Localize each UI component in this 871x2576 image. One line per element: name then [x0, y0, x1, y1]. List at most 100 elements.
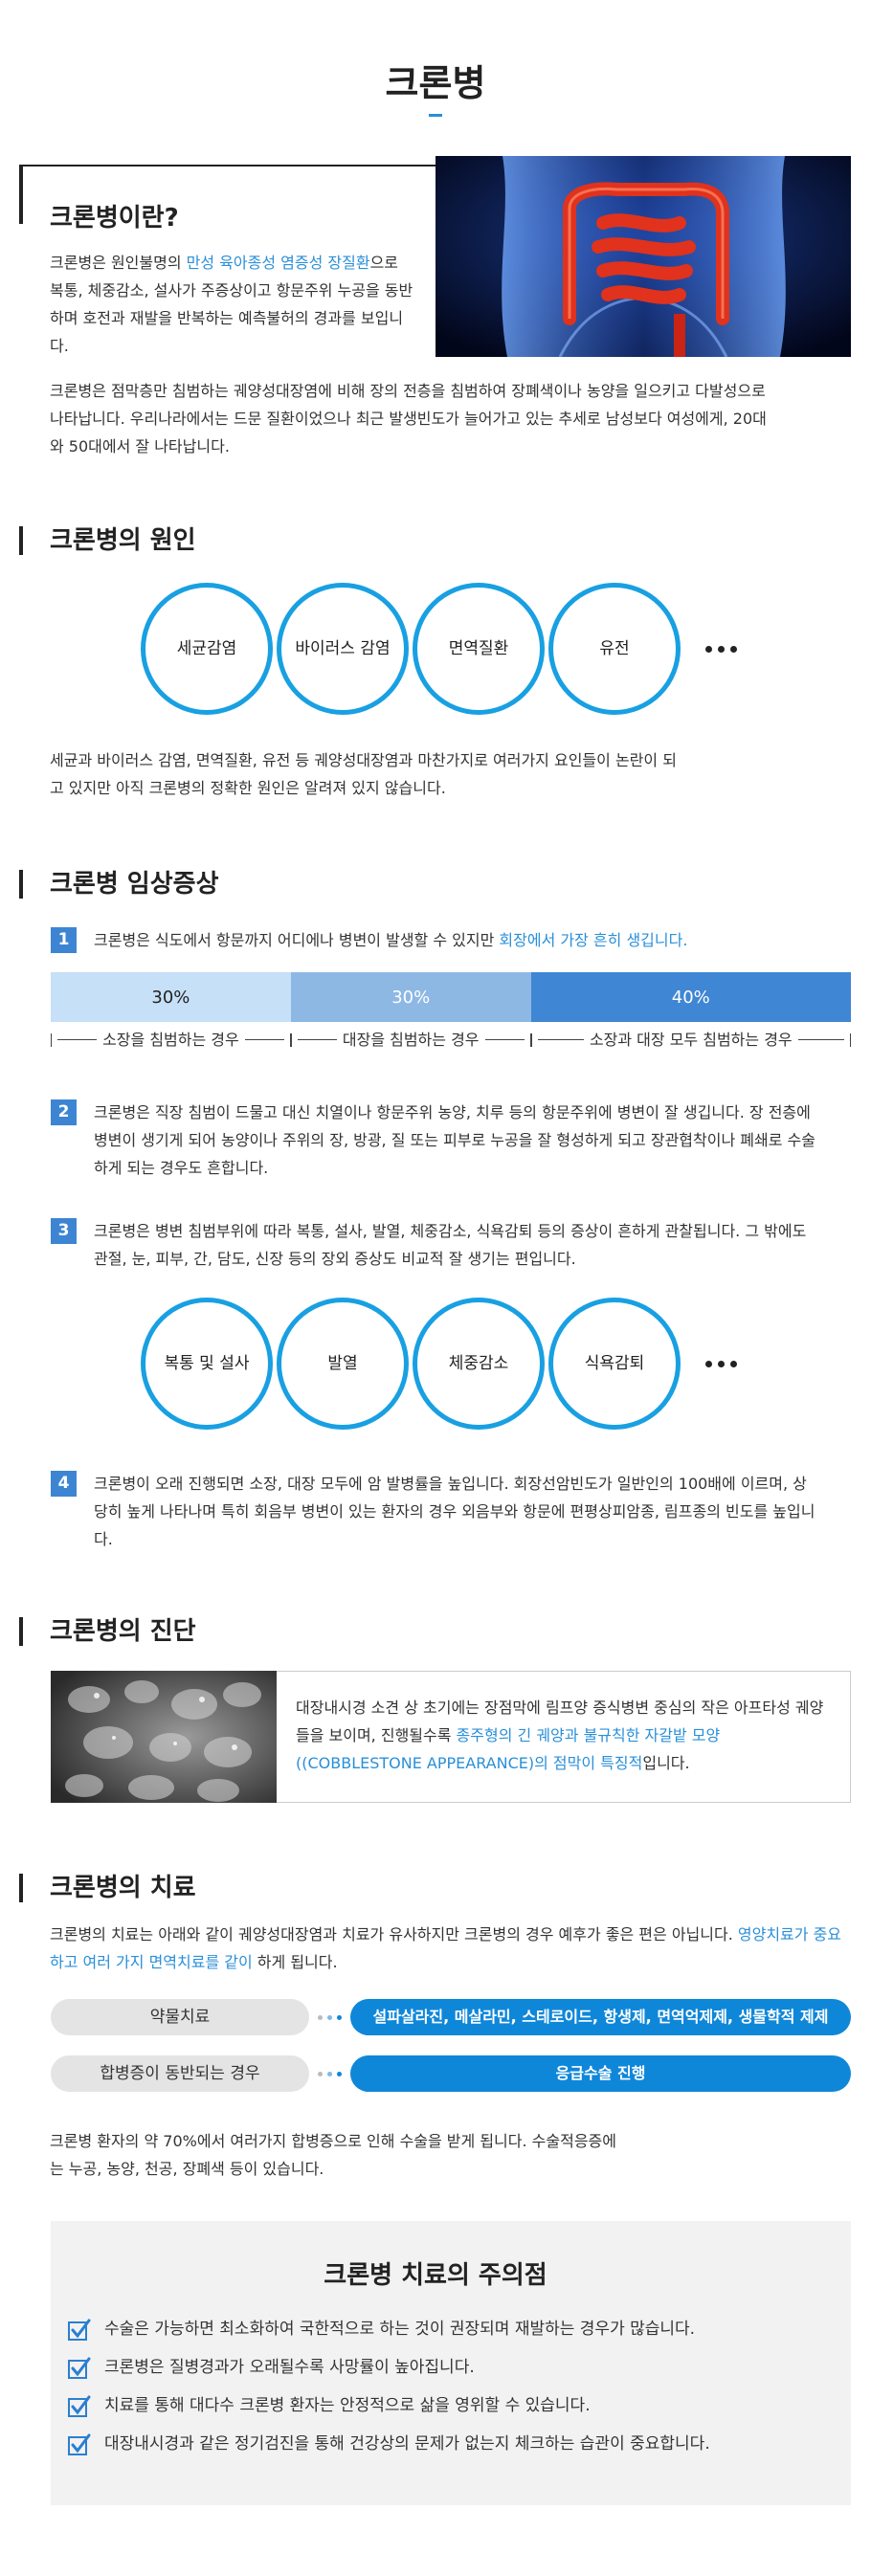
endoscopy-image — [51, 1671, 277, 1803]
circle-item: 바이러스 감염 — [277, 583, 409, 715]
caption-line — [297, 1039, 337, 1040]
intro-top-line — [19, 165, 436, 167]
circle-item: 세균감염 — [141, 583, 273, 715]
section-heading: 크론병의 치료 — [50, 1874, 196, 1902]
caption-tick — [530, 1033, 532, 1047]
number-badge: 1 — [51, 927, 77, 953]
text: 크론병은 원인불명의 — [50, 254, 187, 272]
caution-item: 크론병은 질병경과가 오래될수록 사망률이 높아집니다. — [68, 2354, 834, 2382]
number-badge: 2 — [51, 1099, 77, 1125]
treatment-row: 약물치료 설파살라진, 메살라민, 스테로이드, 항생제, 면역억제제, 생물학… — [51, 1999, 851, 2035]
distribution-captions: 소장을 침범하는 경우 대장을 침범하는 경우 소장과 대장 모두 침범하는 경우 — [51, 1026, 851, 1054]
treatment-row: 합병증이 동반되는 경우 응급수술 진행 — [51, 2055, 851, 2092]
caution-list: 수술은 가능하면 최소화하여 국한적으로 하는 것이 권장되며 재발하는 경우가… — [68, 2316, 834, 2469]
intro-paragraph: 크론병은 점막층만 침범하는 궤양성대장염에 비해 장의 전층을 침범하여 장폐… — [50, 382, 767, 455]
caption-tick — [51, 1033, 52, 1047]
treatment-note: 크론병 환자의 약 70%에서 여러가지 합병증으로 인해 수술을 받게 됩니다… — [50, 2132, 616, 2178]
section-heading: 크론병의 원인 — [50, 526, 196, 555]
caution-box — [51, 2221, 851, 2505]
caption-line — [537, 1039, 584, 1040]
caution-heading: 크론병 치료의 주의점 — [324, 2261, 547, 2290]
text: 대장내시경 소견 상 초기에는 장점막에 림프양 증식병변 중심의 작은 아프타… — [296, 1699, 824, 1744]
circle-item: 발열 — [277, 1298, 409, 1430]
intestine-image — [436, 156, 851, 357]
heading-bar — [19, 1874, 23, 1902]
connector — [309, 2014, 350, 2020]
circle-item: 체중감소 — [413, 1298, 545, 1430]
intro-paragraph: 크론병은 원인불명의 만성 육아종성 염증성 장질환으로 복통, 체중감소, 설… — [50, 249, 413, 360]
heading-bar — [19, 870, 23, 899]
symptom-item: 4 크론병이 오래 진행되면 소장, 대장 모두에 암 발병률을 높입니다. 회장… — [51, 1470, 816, 1553]
section-heading: 크론병이란? — [50, 204, 179, 233]
item-text: 크론병은 병변 침범부위에 따라 복통, 설사, 발열, 체중감소, 식욕감퇴 … — [94, 1217, 816, 1273]
dot — [730, 1360, 737, 1367]
caption-line — [484, 1039, 525, 1040]
caution-item: 대장내시경과 같은 정기검진을 통해 건강상의 문제가 없는지 체크하는 습관이… — [68, 2431, 834, 2458]
caution-text: 대장내시경과 같은 정기검진을 통해 건강상의 문제가 없는지 체크하는 습관이… — [104, 2434, 710, 2454]
treatment-detail: 설파살라진, 메살라민, 스테로이드, 항생제, 면역억제제, 생물학적 제제 — [350, 1999, 851, 2035]
segment-label: 30% — [151, 987, 190, 1008]
diagnosis-text: 대장내시경 소견 상 초기에는 장점막에 림프양 증식병변 중심의 작은 아프타… — [296, 1694, 832, 1777]
text: 입니다. — [642, 1754, 690, 1772]
circle-item: 유전 — [548, 583, 681, 715]
caption-tick — [529, 1033, 531, 1047]
symptom-item: 1 크론병은 식도에서 항문까지 어디에나 병변이 발생할 수 있지만 회장에서 … — [51, 926, 851, 954]
caution-text: 수술은 가능하면 최소화하여 국한적으로 하는 것이 권장되며 재발하는 경우가… — [104, 2320, 696, 2339]
number-badge: 4 — [51, 1471, 77, 1497]
highlight-text: 영양치료가 중요하고 여러 가지 면역치료를 같이 — [50, 1925, 842, 1971]
check-icon — [68, 2357, 91, 2379]
caution-item: 수술은 가능하면 최소화하여 국한적으로 하는 것이 권장되며 재발하는 경우가… — [68, 2316, 834, 2343]
treatment-text: 크론병의 치료는 아래와 같이 궤양성대장염과 치료가 유사하지만 크론병의 경… — [50, 1921, 850, 1976]
segment-label: 30% — [391, 987, 431, 1008]
heading-bar — [19, 526, 23, 555]
text: 크론병의 치료는 아래와 같이 궤양성대장염과 치료가 유사하지만 크론병의 경… — [50, 1925, 738, 1943]
heading-bar — [19, 1617, 23, 1646]
section-heading: 크론병 임상증상 — [50, 870, 219, 899]
more-dots — [705, 1360, 737, 1367]
caution-text: 치료를 통해 대다수 크론병 환자는 안정적으로 삶을 영위할 수 있습니다. — [104, 2396, 591, 2415]
treatment-label: 약물치료 — [51, 1999, 309, 2035]
title-underline — [429, 114, 442, 117]
dot — [705, 645, 712, 653]
treatment-label: 합병증이 동반되는 경우 — [51, 2055, 309, 2092]
caption-tick — [290, 1033, 292, 1047]
distribution-segment: 30% — [51, 972, 291, 1022]
check-icon — [68, 2433, 91, 2455]
circle-item: 복통 및 설사 — [141, 1298, 273, 1430]
check-icon — [68, 2319, 91, 2341]
dot — [718, 645, 725, 653]
caution-text: 크론병은 질병경과가 오래될수록 사망률이 높아집니다. — [104, 2358, 475, 2377]
number-badge: 3 — [51, 1218, 77, 1244]
distribution-bar: 30% 30% 40% — [51, 972, 851, 1022]
highlight-text: 회장에서 가장 흔히 생깁니다. — [499, 931, 688, 949]
caption-text: 소장을 침범하는 경우 — [102, 1031, 239, 1049]
more-dots — [705, 645, 737, 653]
treatment-detail: 응급수술 진행 — [350, 2055, 851, 2092]
caption-tick — [850, 1033, 851, 1047]
text: 크론병은 직장 침범이 드물고 대신 치열이나 항문주위 농양, 치루 등의 항… — [94, 1103, 815, 1177]
symptom-item: 3 크론병은 병변 침범부위에 따라 복통, 설사, 발열, 체중감소, 식욕감퇴… — [51, 1217, 816, 1273]
symptom-item: 2 크론병은 직장 침범이 드물고 대신 치열이나 항문주위 농양, 치루 등의 … — [51, 1099, 816, 1182]
text: 크론병은 식도에서 항문까지 어디에나 병변이 발생할 수 있지만 — [94, 931, 500, 949]
caption-line — [244, 1039, 284, 1040]
highlight-text: 종주형의 긴 궤양과 불규칙한 자갈밭 모양 ((COBBLESTONE APP… — [296, 1726, 721, 1772]
dot — [705, 1360, 712, 1367]
sign-circles: 복통 및 설사 발열 체중감소 식욕감퇴 — [141, 1298, 737, 1430]
distribution-segment: 30% — [290, 972, 531, 1022]
text: 하게 됩니다. — [252, 1953, 338, 1971]
item-text: 크론병은 식도에서 항문까지 어디에나 병변이 발생할 수 있지만 회장에서 가… — [94, 926, 687, 954]
item-text: 크론병이 오래 진행되면 소장, 대장 모두에 암 발병률을 높입니다. 회장선… — [94, 1470, 816, 1553]
dot — [730, 645, 737, 653]
circle-item: 식욕감퇴 — [548, 1298, 681, 1430]
caption-text: 소장과 대장 모두 침범하는 경우 — [589, 1031, 793, 1049]
highlight-text: 만성 육아종성 염증성 장질환 — [186, 254, 370, 272]
distribution-caption: 대장을 침범하는 경우 — [290, 1026, 531, 1054]
section-heading: 크론병의 진단 — [50, 1617, 196, 1646]
text: 크론병은 병변 침범부위에 따라 복통, 설사, 발열, 체중감소, 식욕감퇴 … — [94, 1222, 807, 1268]
item-text: 크론병은 직장 침범이 드물고 대신 치열이나 항문주위 농양, 치루 등의 항… — [94, 1099, 816, 1182]
cause-circles: 세균감염 바이러스 감염 면역질환 유전 — [141, 583, 737, 715]
dot — [718, 1360, 725, 1367]
distribution-caption: 소장과 대장 모두 침범하는 경우 — [530, 1026, 851, 1054]
